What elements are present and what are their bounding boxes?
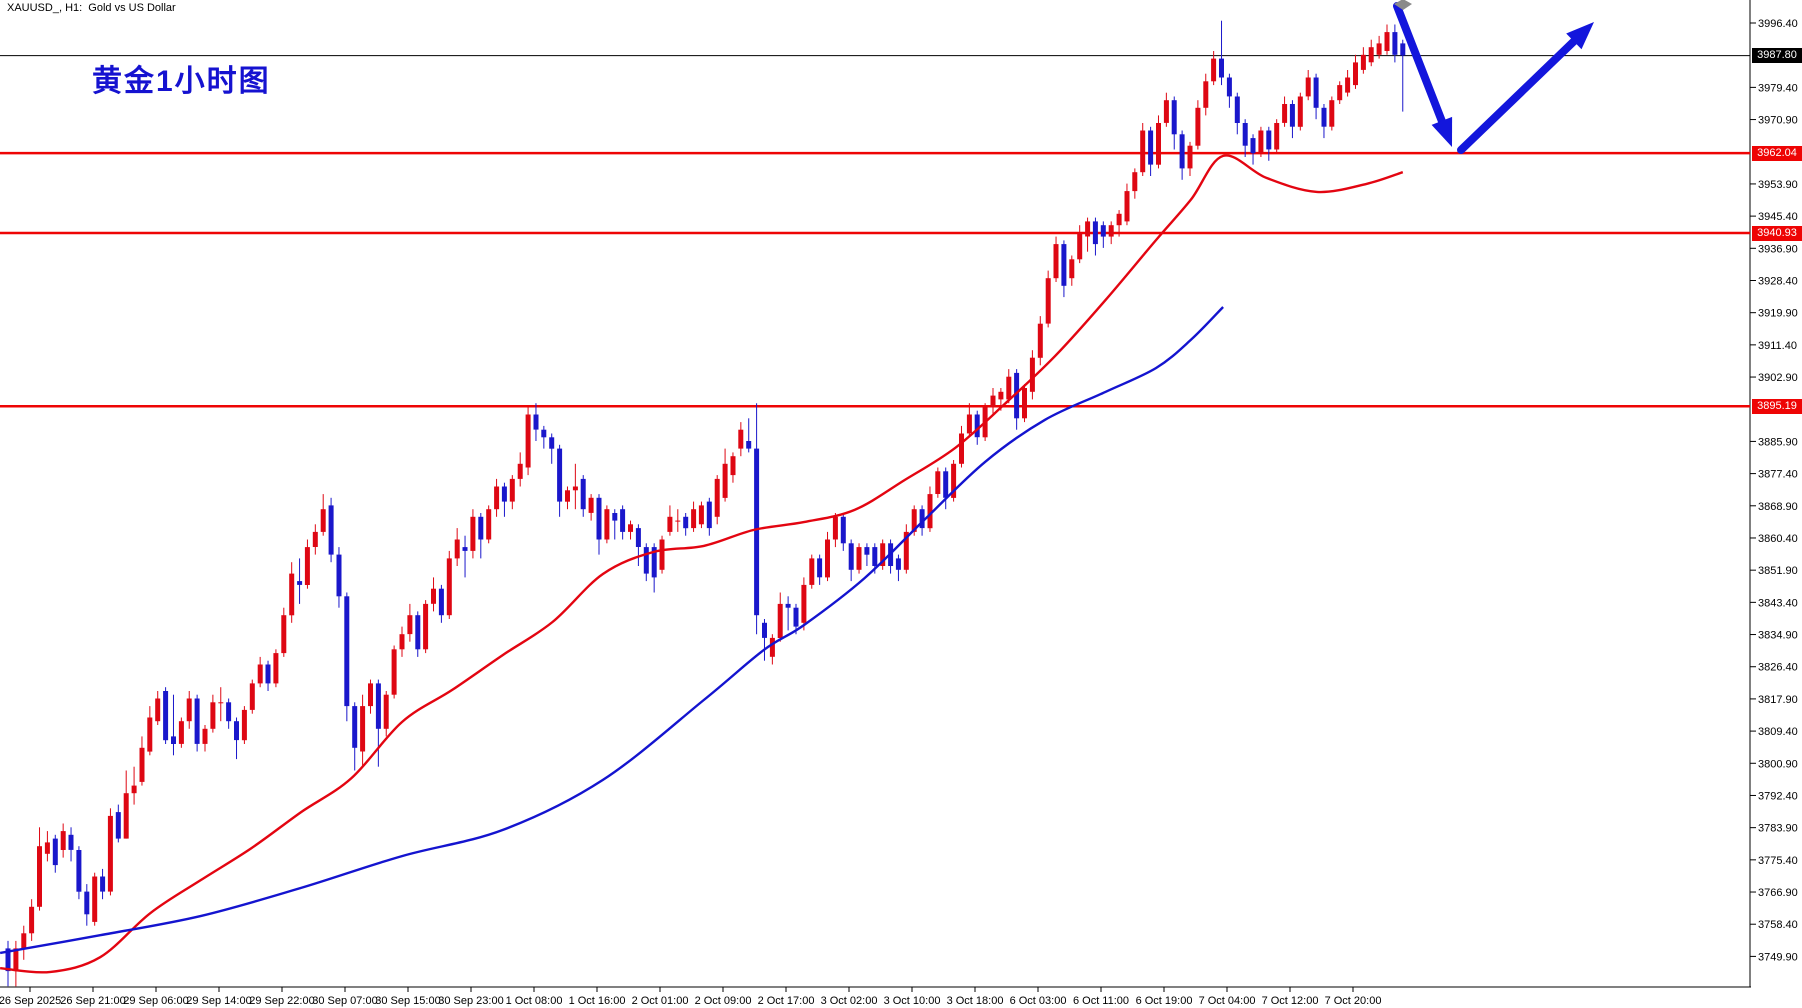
svg-text:3 Oct 02:00: 3 Oct 02:00 — [821, 995, 878, 1007]
ma-fast-red — [0, 154, 1404, 974]
svg-text:3902.90: 3902.90 — [1758, 372, 1798, 384]
svg-text:3792.40: 3792.40 — [1758, 790, 1798, 802]
svg-text:3885.90: 3885.90 — [1758, 436, 1798, 448]
level-price-badge: 3962.04 — [1752, 146, 1802, 161]
svg-text:3877.40: 3877.40 — [1758, 469, 1798, 481]
svg-text:3945.40: 3945.40 — [1758, 211, 1798, 223]
svg-text:26 Sep 2025: 26 Sep 2025 — [0, 995, 61, 1007]
candlestick-series — [5, 20, 1406, 987]
svg-text:3809.40: 3809.40 — [1758, 726, 1798, 738]
svg-text:3928.40: 3928.40 — [1758, 275, 1798, 287]
svg-text:29 Sep 14:00: 29 Sep 14:00 — [186, 995, 251, 1007]
svg-text:3953.90: 3953.90 — [1758, 179, 1798, 191]
svg-text:2 Oct 17:00: 2 Oct 17:00 — [758, 995, 815, 1007]
svg-text:3979.40: 3979.40 — [1758, 82, 1798, 94]
svg-text:3911.40: 3911.40 — [1758, 340, 1797, 352]
svg-text:3919.90: 3919.90 — [1758, 308, 1798, 320]
price-axis: 3996.40 3979.40 3970.90 3953.90 3945.40 3936.… — [1750, 18, 1798, 963]
object-anchor-marker[interactable] — [1394, 0, 1412, 10]
svg-text:7 Oct 04:00: 7 Oct 04:00 — [1199, 995, 1256, 1007]
chart-annotation-label: 黄金1小时图 — [92, 65, 271, 98]
svg-text:3860.40: 3860.40 — [1758, 533, 1798, 545]
level-price-badge: 3895.19 — [1752, 399, 1802, 414]
svg-text:1 Oct 16:00: 1 Oct 16:00 — [569, 995, 626, 1007]
svg-text:1 Oct 08:00: 1 Oct 08:00 — [506, 995, 563, 1007]
svg-text:3783.90: 3783.90 — [1758, 823, 1798, 835]
svg-text:3843.40: 3843.40 — [1758, 597, 1798, 609]
svg-text:26 Sep 21:00: 26 Sep 21:00 — [60, 995, 125, 1007]
svg-text:3775.40: 3775.40 — [1758, 855, 1798, 867]
svg-text:30 Sep 07:00: 30 Sep 07:00 — [312, 995, 377, 1007]
svg-text:3817.90: 3817.90 — [1758, 694, 1798, 706]
support-resistance-lines[interactable] — [0, 151, 1750, 408]
svg-text:3970.90: 3970.90 — [1758, 115, 1798, 127]
forecast-arrows[interactable] — [1393, 2, 1594, 154]
svg-text:30 Sep 23:00: 30 Sep 23:00 — [438, 995, 503, 1007]
svg-text:3851.90: 3851.90 — [1758, 565, 1798, 577]
level-price-badge: 3940.93 — [1752, 226, 1802, 241]
svg-text:3 Oct 18:00: 3 Oct 18:00 — [947, 995, 1004, 1007]
svg-text:2 Oct 01:00: 2 Oct 01:00 — [632, 995, 689, 1007]
svg-text:6 Oct 19:00: 6 Oct 19:00 — [1136, 995, 1193, 1007]
svg-text:6 Oct 11:00: 6 Oct 11:00 — [1073, 995, 1129, 1007]
svg-text:29 Sep 06:00: 29 Sep 06:00 — [123, 995, 188, 1007]
svg-text:7 Oct 20:00: 7 Oct 20:00 — [1325, 995, 1382, 1007]
svg-text:3834.90: 3834.90 — [1758, 630, 1798, 642]
svg-text:3826.40: 3826.40 — [1758, 662, 1798, 674]
svg-text:3868.90: 3868.90 — [1758, 501, 1798, 513]
svg-text:3749.90: 3749.90 — [1758, 951, 1798, 963]
svg-text:7 Oct 12:00: 7 Oct 12:00 — [1262, 995, 1319, 1007]
svg-text:3 Oct 10:00: 3 Oct 10:00 — [884, 995, 941, 1007]
svg-text:2 Oct 09:00: 2 Oct 09:00 — [695, 995, 752, 1007]
svg-text:3766.90: 3766.90 — [1758, 887, 1798, 899]
axis-borders — [0, 0, 1751, 988]
svg-text:6 Oct 03:00: 6 Oct 03:00 — [1010, 995, 1067, 1007]
svg-text:3936.90: 3936.90 — [1758, 243, 1798, 255]
ma-slow-blue — [0, 306, 1224, 955]
svg-text:3996.40: 3996.40 — [1758, 18, 1798, 30]
chart-title: XAUUSD_, H1: Gold vs US Dollar — [7, 2, 176, 14]
svg-text:30 Sep 15:00: 30 Sep 15:00 — [375, 995, 440, 1007]
svg-text:3800.90: 3800.90 — [1758, 758, 1798, 770]
current-price-badge: 3987.80 — [1752, 48, 1802, 63]
svg-text:29 Sep 22:00: 29 Sep 22:00 — [249, 995, 314, 1007]
svg-text:3758.40: 3758.40 — [1758, 919, 1798, 931]
